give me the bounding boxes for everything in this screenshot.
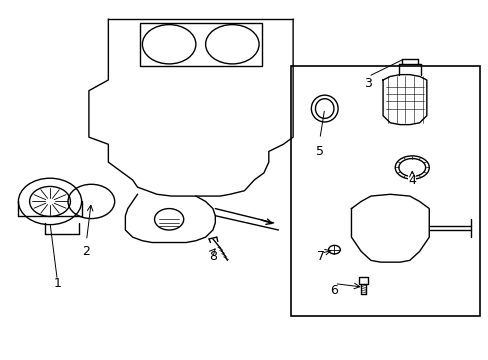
Text: 7: 7 bbox=[317, 250, 325, 263]
Text: 8: 8 bbox=[208, 250, 217, 263]
Text: 2: 2 bbox=[82, 245, 90, 258]
Bar bbox=[290, 66, 479, 316]
Text: 6: 6 bbox=[330, 284, 338, 297]
Text: 3: 3 bbox=[364, 77, 372, 90]
Text: 5: 5 bbox=[315, 145, 323, 158]
Polygon shape bbox=[382, 75, 426, 125]
Polygon shape bbox=[351, 194, 428, 262]
Text: 1: 1 bbox=[53, 277, 61, 290]
Text: 4: 4 bbox=[407, 174, 415, 186]
Bar bbox=[358, 277, 368, 284]
